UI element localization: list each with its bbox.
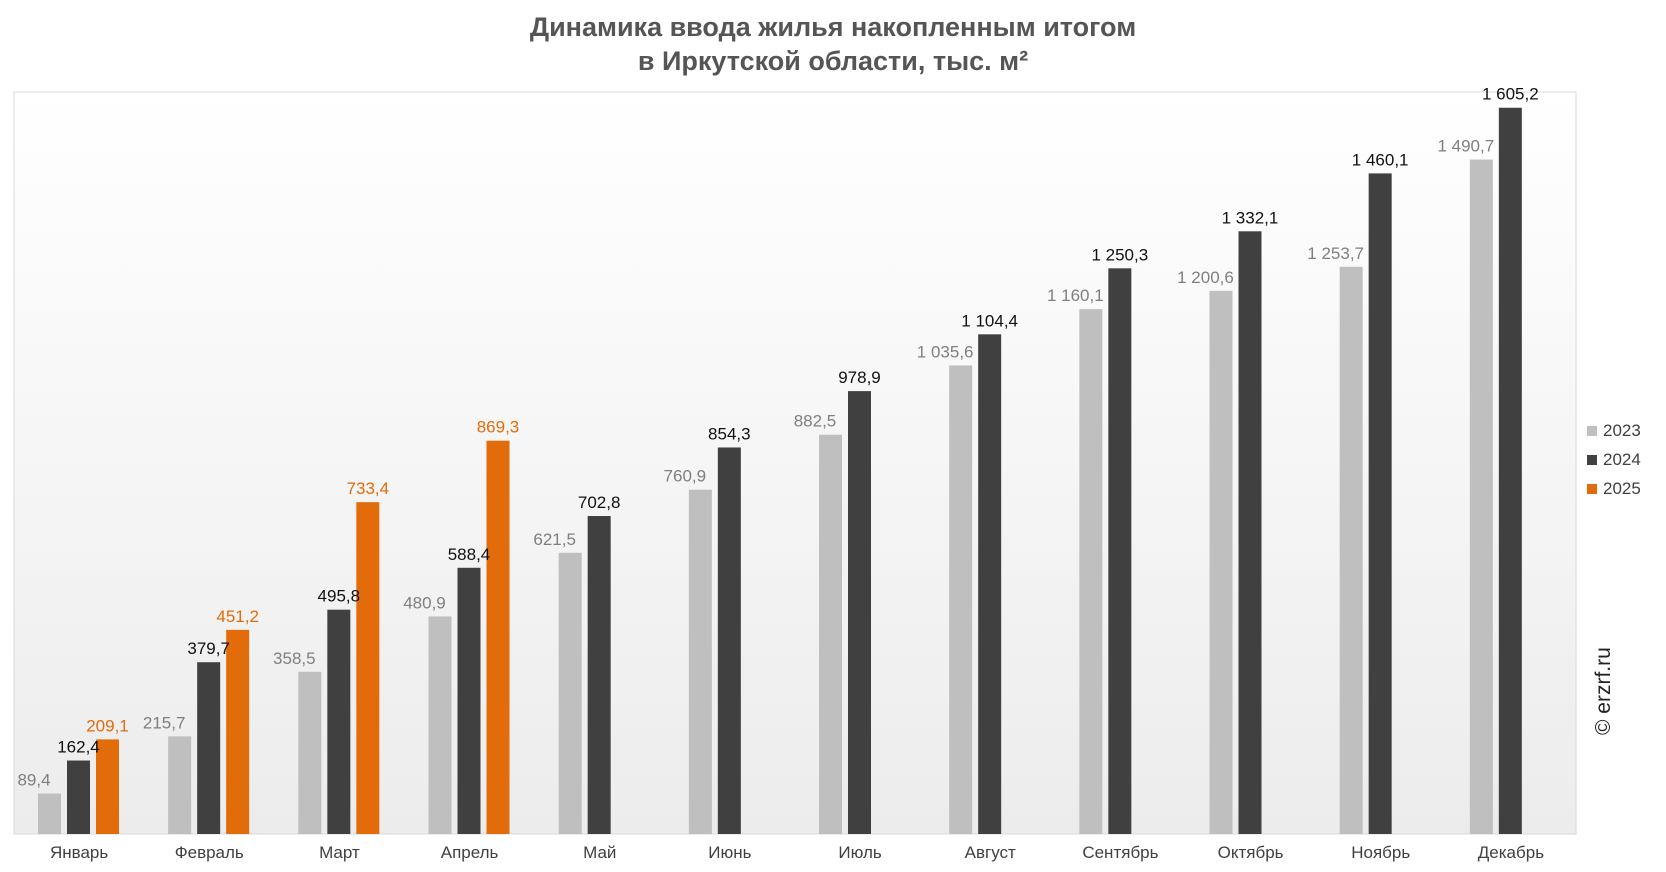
- data-label-2023-2: 215,7: [143, 713, 186, 732]
- x-tick-label: Октябрь: [1218, 843, 1284, 862]
- bar-2023-11: [1339, 266, 1363, 834]
- x-tick-label: Август: [965, 843, 1016, 862]
- plot-area: [13, 91, 1577, 835]
- bar-2024-12: [1498, 107, 1522, 835]
- bar-2023-9: [1079, 309, 1103, 834]
- bar-2024-2: [197, 662, 221, 834]
- bar-2024-7: [848, 391, 871, 834]
- x-tick-label: Март: [319, 843, 360, 862]
- data-label-2023-5: 621,5: [533, 530, 576, 549]
- x-tick-label: Декабрь: [1478, 843, 1544, 862]
- bar-2024-11: [1368, 173, 1392, 834]
- data-label-2023-9: 1 160,1: [1047, 286, 1104, 305]
- data-label-2024-5: 702,8: [578, 493, 621, 512]
- bar-2024-3: [327, 609, 351, 834]
- bar-2023-5: [558, 552, 582, 834]
- data-label-2023-8: 1 035,6: [917, 342, 974, 361]
- data-label-2024-6: 854,3: [708, 424, 751, 443]
- bar-2023-7: [819, 434, 842, 834]
- data-label-2024-11: 1 460,1: [1352, 150, 1409, 169]
- data-label-2023-6: 760,9: [664, 467, 707, 486]
- x-tick-label: Ноябрь: [1351, 843, 1410, 862]
- data-label-2024-9: 1 250,3: [1091, 245, 1148, 264]
- data-label-2024-3: 495,8: [318, 587, 361, 606]
- bar-2023-12: [1469, 159, 1493, 835]
- bar-2024-10: [1238, 231, 1262, 834]
- legend-label-2025: 2025: [1603, 479, 1641, 498]
- x-tick-label: Май: [583, 843, 616, 862]
- legend-label-2023: 2023: [1603, 421, 1641, 440]
- x-tick-label: Июнь: [708, 843, 751, 862]
- bar-2024-8: [978, 334, 1002, 834]
- bar-2023-8: [949, 365, 973, 834]
- data-label-2024-8: 1 104,4: [961, 311, 1018, 330]
- data-label-2025-2: 451,2: [216, 607, 259, 626]
- watermark: © erzrf.ru: [1592, 647, 1615, 735]
- bar-2023-10: [1209, 290, 1233, 834]
- data-label-2024-2: 379,7: [187, 639, 230, 658]
- bar-2025-1: [96, 739, 119, 834]
- data-label-2024-4: 588,4: [448, 545, 491, 564]
- x-tick-label: Апрель: [441, 843, 499, 862]
- x-tick-label: Сентябрь: [1082, 843, 1158, 862]
- bar-2023-1: [38, 793, 61, 834]
- data-label-2024-12: 1 605,2: [1482, 85, 1539, 104]
- chart-title-line2: в Иркутской области, тыс. м²: [637, 46, 1029, 76]
- bar-2023-3: [298, 671, 322, 834]
- chart-title: Динамика ввода жилья накопленным итогом …: [0, 10, 1666, 78]
- data-label-2023-12: 1 490,7: [1437, 137, 1494, 156]
- data-label-2024-7: 978,9: [838, 368, 881, 387]
- bar-2023-4: [428, 616, 452, 834]
- data-label-2023-1: 89,4: [17, 771, 50, 790]
- bar-2023-2: [168, 736, 192, 834]
- data-label-2023-4: 480,9: [403, 593, 446, 612]
- data-label-2023-3: 358,5: [273, 649, 316, 668]
- legend-swatch-2025: [1587, 484, 1597, 494]
- x-tick-label: Январь: [50, 843, 108, 862]
- bar-2025-4: [486, 440, 510, 834]
- legend-swatch-2023: [1587, 426, 1597, 436]
- data-label-2023-7: 882,5: [794, 412, 837, 431]
- legend-label-2024: 2024: [1603, 450, 1641, 469]
- bar-2024-1: [67, 760, 90, 834]
- x-tick-label: Февраль: [175, 843, 244, 862]
- data-label-2024-1: 162,4: [57, 738, 100, 757]
- data-label-2025-1: 209,1: [86, 716, 129, 735]
- bar-2024-4: [457, 567, 481, 834]
- data-label-2023-11: 1 253,7: [1307, 244, 1364, 263]
- legend-swatch-2024: [1587, 455, 1597, 465]
- bar-2024-6: [717, 447, 741, 834]
- bar-2024-9: [1108, 268, 1132, 834]
- chart-title-line1: Динамика ввода жилья накопленным итогом: [529, 12, 1137, 42]
- data-label-2025-3: 733,4: [347, 479, 390, 498]
- data-label-2023-10: 1 200,6: [1177, 268, 1234, 287]
- bar-2023-6: [688, 489, 712, 834]
- x-tick-label: Июль: [838, 843, 882, 862]
- data-label-2025-4: 869,3: [477, 418, 520, 437]
- bar-2025-2: [226, 629, 250, 834]
- data-label-2024-10: 1 332,1: [1222, 208, 1279, 227]
- bar-2024-5: [587, 516, 611, 834]
- bar-2025-3: [356, 502, 380, 834]
